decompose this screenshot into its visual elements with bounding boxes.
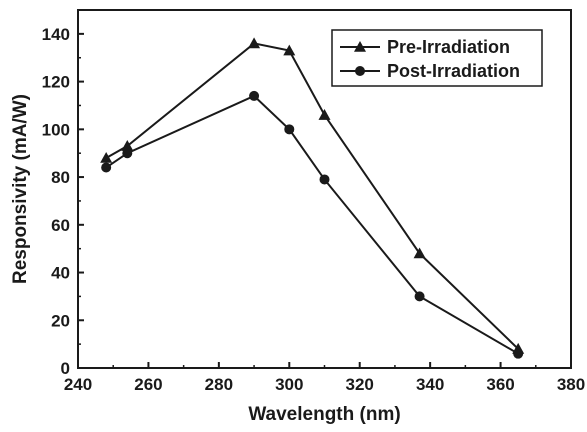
data-point-post-irradiation [122, 148, 133, 159]
x-tick-label: 340 [416, 375, 444, 394]
y-tick-label: 120 [42, 73, 70, 92]
series-line-pre-irradiation [105, 42, 519, 350]
x-tick-label: 360 [486, 375, 514, 394]
data-point-pre-irradiation [121, 140, 134, 151]
data-point-post-irradiation [513, 348, 524, 359]
data-point-post-irradiation [101, 162, 112, 173]
legend-marker-post-irradiation [355, 66, 365, 76]
y-tick-label: 140 [42, 25, 70, 44]
data-point-pre-irradiation [318, 109, 331, 120]
x-tick-label: 240 [64, 375, 92, 394]
x-tick-label: 320 [346, 375, 374, 394]
x-tick-label: 280 [205, 375, 233, 394]
data-point-post-irradiation [249, 90, 260, 101]
y-tick-label: 80 [51, 168, 70, 187]
axis-ticks: 240 260 280 300 320 340 360 380 0 20 40 60 80 100 120 1… [42, 9, 585, 394]
series-post-irradiation [101, 90, 524, 359]
data-point-post-irradiation [284, 124, 295, 135]
y-tick-label: 60 [51, 216, 70, 235]
x-tick-label: 380 [557, 375, 585, 394]
x-tick-label: 300 [275, 375, 303, 394]
legend-label-pre-irradiation: Pre-Irradiation [387, 37, 510, 57]
legend-box [331, 29, 543, 87]
data-point-post-irradiation [414, 291, 425, 302]
data-point-pre-irradiation [413, 247, 426, 259]
plot-area-frame [77, 9, 572, 369]
data-point-pre-irradiation [100, 151, 113, 163]
x-tick-label: 260 [134, 375, 162, 394]
legend-label-post-irradiation: Post-Irradiation [387, 61, 520, 81]
legend-marker-pre-irradiation [354, 41, 366, 52]
y-tick-label: 20 [51, 311, 70, 330]
data-point-pre-irradiation [248, 37, 261, 49]
data-point-post-irradiation [319, 174, 330, 185]
legend: Pre-Irradiation Post-Irradiation [331, 29, 543, 87]
series-line-post-irradiation [105, 94, 519, 355]
y-tick-label: 100 [42, 120, 70, 139]
data-point-pre-irradiation [283, 44, 296, 56]
x-axis-title: Wavelength (nm) [248, 404, 400, 425]
y-tick-label: 0 [61, 359, 70, 378]
y-axis-title: Responsivity (mA/W) [10, 94, 31, 284]
data-series [100, 37, 525, 359]
y-tick-label: 40 [51, 264, 70, 283]
